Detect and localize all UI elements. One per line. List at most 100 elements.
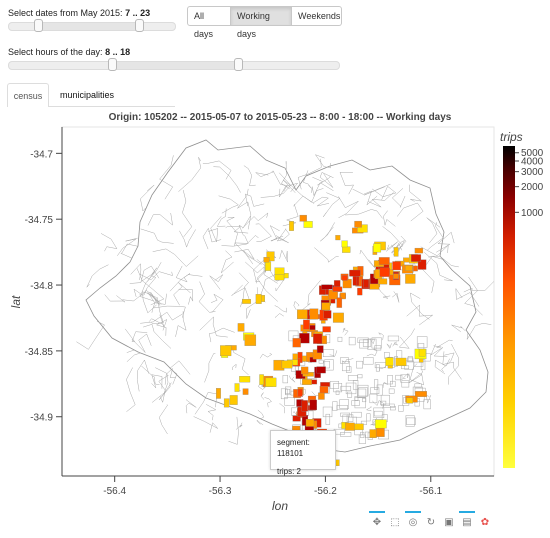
- tract-fill: [303, 221, 313, 228]
- tab-census[interactable]: census: [7, 83, 49, 107]
- tract-boundary: [274, 305, 287, 313]
- tract-boundary: [153, 305, 186, 318]
- tract-boundary: [228, 416, 239, 445]
- hour-slider-start-handle[interactable]: [108, 58, 117, 71]
- tract-boundary: [210, 293, 224, 313]
- tract-fill: [223, 398, 230, 408]
- date-slider-label-row: Select dates from May 2015: 7 .. 23: [8, 8, 150, 18]
- tract-fill: [352, 275, 358, 286]
- tract-boundary: [297, 158, 322, 190]
- tract-fill: [274, 274, 285, 281]
- tract-boundary: [100, 233, 118, 252]
- tract-cell: [347, 391, 353, 398]
- tract-fill: [234, 383, 240, 392]
- all-days-button[interactable]: All days: [187, 6, 231, 39]
- tract-fill: [336, 297, 343, 308]
- tract-cell: [348, 336, 356, 346]
- tract-boundary: [148, 314, 165, 328]
- hover-icon[interactable]: ▤: [459, 511, 475, 529]
- tract-boundary: [311, 182, 334, 197]
- save-icon[interactable]: ▣: [444, 516, 454, 528]
- tract-boundary: [272, 170, 288, 192]
- tract-cell: [374, 379, 379, 390]
- reset-icon[interactable]: ↻: [426, 516, 436, 528]
- tract-boundary: [209, 274, 224, 290]
- tract-boundary: [397, 202, 424, 222]
- tract-cell: [340, 357, 349, 364]
- tract-boundary: [392, 341, 398, 347]
- tract-boundary: [312, 196, 330, 207]
- x-tick-label: -56.2: [314, 486, 337, 497]
- tract-fill: [301, 400, 308, 412]
- tract-fill: [320, 382, 330, 387]
- colorbar: [503, 146, 515, 468]
- tract-boundary: [426, 217, 441, 243]
- date-slider-end-handle[interactable]: [135, 19, 144, 32]
- tract-cell: [369, 393, 378, 404]
- tract-fill: [309, 399, 317, 411]
- tract-boundary: [279, 182, 299, 198]
- tract-boundary: [139, 262, 162, 302]
- pan-icon[interactable]: ✥: [369, 511, 385, 529]
- tract-cell: [413, 361, 424, 367]
- tract-cell: [390, 406, 396, 411]
- tract-boundary: [221, 235, 259, 247]
- tract-boundary: [364, 183, 391, 196]
- colorbar-tick-label: 5000: [521, 148, 544, 159]
- tract-fill: [379, 267, 390, 277]
- hour-slider-label-row: Select hours of the day: 8 .. 18: [8, 47, 130, 57]
- tract-fill: [414, 391, 427, 397]
- tract-cell: [284, 397, 295, 406]
- tract-boundary: [141, 267, 158, 282]
- hour-slider[interactable]: [8, 58, 340, 71]
- tract-fill: [263, 257, 270, 263]
- tab-municipalities[interactable]: municipalities: [59, 90, 115, 100]
- hour-slider-value: 8 .. 18: [105, 47, 131, 57]
- tract-boundary: [130, 263, 142, 281]
- tract-boundary: [245, 261, 278, 284]
- tract-boundary: [126, 349, 142, 362]
- tract-cell: [366, 413, 371, 422]
- tract-boundary: [441, 352, 455, 372]
- tract-boundary: [231, 284, 251, 302]
- date-slider[interactable]: [8, 19, 176, 32]
- tract-fill: [303, 319, 310, 330]
- tract-boundary: [463, 281, 494, 293]
- tract-cell: [360, 420, 367, 425]
- y-tick-label: -34.75: [25, 215, 54, 226]
- tract-cell: [323, 361, 330, 369]
- hover-tooltip: segment: 118101 trips: 2: [270, 430, 336, 476]
- tract-boundary: [345, 209, 383, 219]
- tract-boundary: [255, 171, 274, 177]
- tract-boundary: [339, 172, 355, 195]
- hour-slider-range: [113, 62, 239, 69]
- tract-fill: [255, 294, 262, 304]
- tract-fill: [313, 333, 323, 344]
- tract-fill: [302, 379, 312, 385]
- tract-boundary: [225, 226, 249, 234]
- tract-fill: [301, 366, 309, 375]
- tract-boundary: [455, 287, 480, 307]
- box-zoom-icon[interactable]: ⬚: [390, 516, 400, 528]
- date-slider-start-handle[interactable]: [34, 19, 43, 32]
- tract-fill: [259, 374, 264, 385]
- tract-boundary: [359, 249, 376, 269]
- tract-boundary: [131, 333, 152, 353]
- hour-slider-end-handle[interactable]: [234, 58, 243, 71]
- tract-fill: [242, 299, 251, 304]
- tract-cell: [370, 387, 380, 394]
- tract-fill: [357, 224, 368, 233]
- tract-fill: [385, 357, 394, 366]
- tract-cell: [373, 410, 383, 417]
- tract-boundary: [235, 422, 243, 430]
- tract-cell: [362, 339, 372, 347]
- wheel-zoom-icon[interactable]: ◎: [405, 511, 421, 529]
- working-days-button[interactable]: Working days: [231, 6, 292, 39]
- weekends-button[interactable]: Weekends: [292, 6, 342, 26]
- bokeh-logo-icon[interactable]: ✿: [480, 516, 490, 528]
- tract-cell: [329, 381, 339, 389]
- tract-cell: [337, 336, 343, 342]
- tract-fill: [319, 386, 329, 394]
